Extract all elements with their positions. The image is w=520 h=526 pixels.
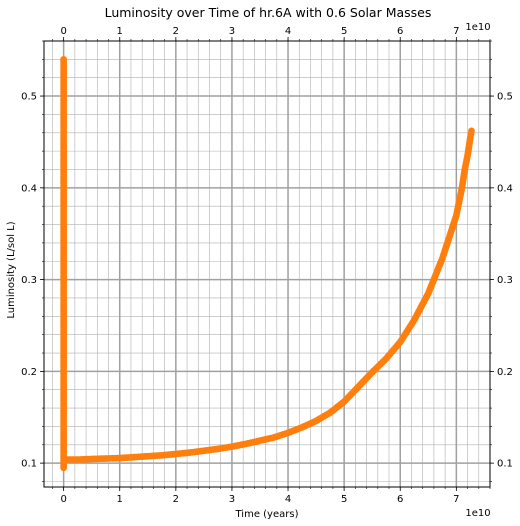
y-tick-label-right: 0.3 <box>497 275 513 286</box>
plot-frame <box>43 40 491 488</box>
x-tick-label-top: 2 <box>173 26 179 37</box>
x-tick-label-bottom: 7 <box>453 494 459 505</box>
x-offset-label-bottom: 1e10 <box>465 508 490 519</box>
x-tick-label-top: 0 <box>60 26 66 37</box>
x-tick-label-top: 4 <box>285 26 291 37</box>
x-tick-label-bottom: 4 <box>285 494 291 505</box>
y-tick-label-left: 0.1 <box>21 459 37 470</box>
x-tick-label-bottom: 6 <box>397 494 403 505</box>
x-offset-label-top: 1e10 <box>465 22 490 33</box>
x-tick-label-top: 1 <box>117 26 123 37</box>
x-axis-title: Time (years) <box>235 509 299 520</box>
x-tick-label-top: 6 <box>397 26 403 37</box>
chart-title: Luminosity over Time of hr.6A with 0.6 S… <box>105 5 432 20</box>
axis-ticks: 0 0 1 1 2 2 3 3 4 4 5 5 6 6 7 7 0.1 0.1 0.2 0.2 0.3 0.3 0.4 0.4… <box>21 26 513 505</box>
y-tick-label-left: 0.5 <box>21 92 37 103</box>
x-tick-label-bottom: 1 <box>117 494 123 505</box>
y-tick-label-right: 0.4 <box>497 183 513 194</box>
y-tick-label-left: 0.3 <box>21 275 37 286</box>
data-point <box>468 127 475 135</box>
minor-grid <box>44 40 491 487</box>
x-tick-label-top: 3 <box>229 26 235 37</box>
y-tick-label-left: 0.4 <box>21 183 37 194</box>
y-tick-label-right: 0.5 <box>497 92 513 103</box>
major-grid <box>44 41 490 487</box>
x-tick-label-top: 7 <box>453 26 459 37</box>
x-tick-label-bottom: 5 <box>341 494 347 505</box>
x-tick-label-bottom: 0 <box>60 494 66 505</box>
y-tick-label-right: 0.2 <box>497 367 513 378</box>
y-tick-label-right: 0.1 <box>497 459 513 470</box>
x-tick-label-top: 5 <box>341 26 347 37</box>
data-points <box>60 55 475 472</box>
x-tick-label-bottom: 2 <box>173 494 179 505</box>
y-axis-title: Luminosity (L/sol L) <box>6 221 17 318</box>
y-tick-label-left: 0.2 <box>21 367 37 378</box>
x-tick-label-bottom: 3 <box>229 494 235 505</box>
